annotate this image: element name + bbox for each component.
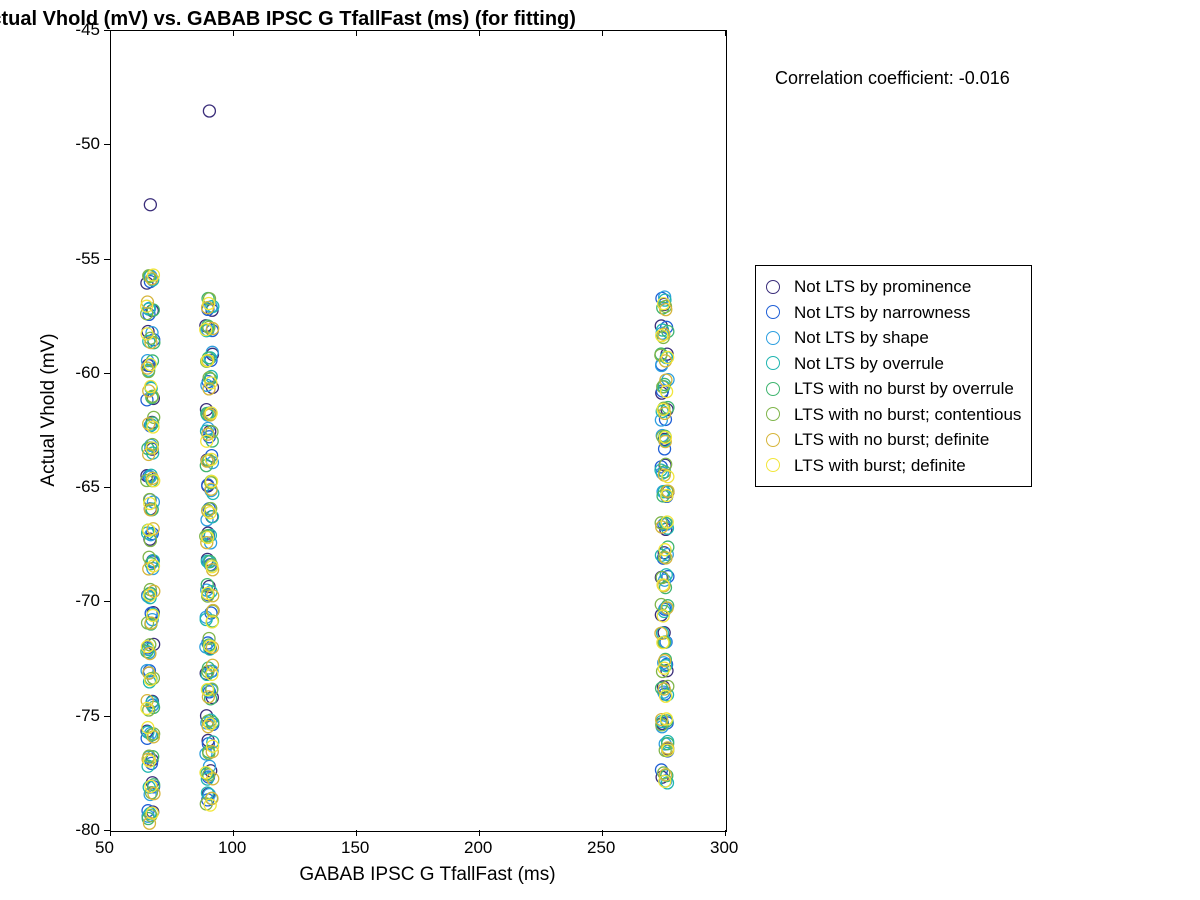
x-tick — [725, 830, 726, 836]
x-tick-label: 50 — [95, 838, 114, 858]
y-tick-label: -65 — [75, 477, 100, 497]
legend-marker-icon — [766, 356, 780, 370]
y-tick — [104, 830, 110, 831]
legend-label: Not LTS by prominence — [794, 274, 971, 300]
legend-marker-icon — [766, 433, 780, 447]
y-tick-label: -80 — [75, 820, 100, 840]
y-tick — [104, 144, 110, 145]
x-axis-label: GABAB IPSC G TfallFast (ms) — [278, 864, 578, 886]
legend-item: Not LTS by shape — [766, 325, 1021, 351]
legend-marker-icon — [766, 407, 780, 421]
legend-marker-icon — [766, 305, 780, 319]
x-tick-label: 100 — [218, 838, 246, 858]
x-tick-label: 300 — [710, 838, 738, 858]
legend-marker-icon — [766, 331, 780, 345]
x-tick — [233, 830, 234, 836]
y-tick-label: -70 — [75, 591, 100, 611]
legend-label: LTS with no burst by overrule — [794, 376, 1014, 402]
legend-item: Not LTS by narrowness — [766, 300, 1021, 326]
legend-label: LTS with no burst; definite — [794, 427, 989, 453]
x-tick — [602, 30, 603, 36]
y-tick — [104, 30, 110, 31]
y-tick — [104, 487, 110, 488]
y-tick-label: -55 — [75, 249, 100, 269]
legend-item: LTS with no burst; contentious — [766, 402, 1021, 428]
legend-label: Not LTS by overrule — [794, 351, 944, 377]
y-axis-label: Actual Vhold (mV) — [38, 310, 60, 510]
data-point — [144, 199, 156, 211]
x-tick-label: 200 — [464, 838, 492, 858]
x-tick — [110, 830, 111, 836]
y-tick — [104, 716, 110, 717]
legend-marker-icon — [766, 280, 780, 294]
x-tick — [602, 830, 603, 836]
x-tick-label: 250 — [587, 838, 615, 858]
legend-item: Not LTS by overrule — [766, 351, 1021, 377]
legend-item: Not LTS by prominence — [766, 274, 1021, 300]
legend-marker-icon — [766, 382, 780, 396]
legend: Not LTS by prominenceNot LTS by narrowne… — [755, 265, 1032, 487]
y-tick — [104, 373, 110, 374]
x-tick — [110, 30, 111, 36]
legend-item: LTS with burst; definite — [766, 453, 1021, 479]
legend-marker-icon — [766, 458, 780, 472]
legend-item: LTS with no burst; definite — [766, 427, 1021, 453]
x-tick — [479, 30, 480, 36]
plot-area — [110, 30, 727, 832]
y-tick — [104, 601, 110, 602]
x-tick — [356, 30, 357, 36]
y-tick — [104, 259, 110, 260]
data-point — [203, 105, 215, 117]
legend-label: LTS with no burst; contentious — [794, 402, 1021, 428]
x-tick — [479, 830, 480, 836]
y-tick-label: -45 — [75, 20, 100, 40]
legend-label: LTS with burst; definite — [794, 453, 966, 479]
x-tick — [356, 830, 357, 836]
legend-label: Not LTS by shape — [794, 325, 929, 351]
legend-label: Not LTS by narrowness — [794, 300, 970, 326]
x-tick — [233, 30, 234, 36]
x-tick-label: 150 — [341, 838, 369, 858]
y-tick-label: -60 — [75, 363, 100, 383]
y-tick-label: -75 — [75, 706, 100, 726]
correlation-annotation: Correlation coefficient: -0.016 — [775, 68, 1010, 89]
y-tick-label: -50 — [75, 134, 100, 154]
x-tick — [725, 30, 726, 36]
legend-item: LTS with no burst by overrule — [766, 376, 1021, 402]
scatter-layer — [111, 31, 726, 831]
